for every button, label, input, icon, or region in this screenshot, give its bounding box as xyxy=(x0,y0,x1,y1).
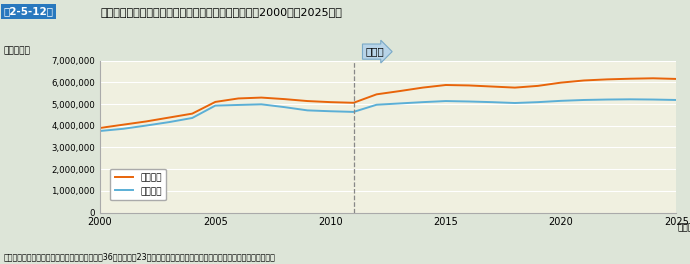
搬送人員 xyxy=(442,100,450,103)
搬送人員 xyxy=(326,110,335,113)
搬送人員 xyxy=(395,102,404,105)
出動件数 xyxy=(534,84,542,87)
Text: 第2-5-12図: 第2-5-12図 xyxy=(3,7,53,17)
出動件数 xyxy=(373,93,381,96)
Text: 推計値: 推計値 xyxy=(365,47,384,56)
出動件数 xyxy=(119,123,127,126)
搬送人員 xyxy=(534,101,542,104)
搬送人員 xyxy=(488,101,496,104)
出動件数 xyxy=(188,112,197,115)
出動件数 xyxy=(257,96,266,99)
出動件数 xyxy=(649,77,658,80)
出動件数 xyxy=(442,83,450,87)
搬送人員 xyxy=(257,103,266,106)
搬送人員 xyxy=(373,103,381,106)
Line: 搬送人員: 搬送人員 xyxy=(100,99,676,131)
出動件数 xyxy=(488,85,496,88)
Line: 出動件数: 出動件数 xyxy=(100,78,676,128)
搬送人員 xyxy=(511,101,519,105)
搬送人員 xyxy=(672,98,680,102)
搬送人員 xyxy=(142,124,150,127)
出動件数 xyxy=(349,101,357,104)
出動件数 xyxy=(142,120,150,123)
出動件数 xyxy=(580,79,588,82)
搬送人員 xyxy=(580,98,588,102)
搬送人員 xyxy=(119,127,127,130)
出動件数 xyxy=(419,86,427,89)
Legend: 出動件数, 搬送人員: 出動件数, 搬送人員 xyxy=(110,169,166,200)
出動件数 xyxy=(326,101,335,104)
出動件数 xyxy=(603,78,611,81)
Text: （備考）　将来予測の検討に当たっては、昭和36年から平成23年の救急出動件数及び搬送人員数に関する実績値を用いた。: （備考） 将来予測の検討に当たっては、昭和36年から平成23年の救急出動件数及び… xyxy=(3,252,275,261)
Text: （件・人）: （件・人） xyxy=(3,46,30,55)
搬送人員 xyxy=(234,103,242,107)
搬送人員 xyxy=(419,101,427,104)
Text: 救急出動件数・救急搬送人員の推移とその将来推移（2000年〜2025年）: 救急出動件数・救急搬送人員の推移とその将来推移（2000年〜2025年） xyxy=(100,7,342,17)
出動件数 xyxy=(304,100,312,103)
出動件数 xyxy=(280,97,288,101)
搬送人員 xyxy=(211,104,219,107)
出動件数 xyxy=(626,77,634,80)
Text: （年）: （年） xyxy=(678,223,690,232)
搬送人員 xyxy=(188,116,197,120)
出動件数 xyxy=(672,77,680,81)
出動件数 xyxy=(395,89,404,93)
搬送人員 xyxy=(165,120,173,124)
出動件数 xyxy=(234,97,242,100)
出動件数 xyxy=(511,86,519,89)
出動件数 xyxy=(96,126,104,130)
搬送人員 xyxy=(349,110,357,114)
出動件数 xyxy=(211,100,219,103)
出動件数 xyxy=(165,116,173,119)
搬送人員 xyxy=(280,106,288,109)
出動件数 xyxy=(557,81,565,84)
搬送人員 xyxy=(464,100,473,103)
搬送人員 xyxy=(603,98,611,101)
搬送人員 xyxy=(626,98,634,101)
搬送人員 xyxy=(96,129,104,133)
搬送人員 xyxy=(304,109,312,112)
搬送人員 xyxy=(557,99,565,102)
出動件数 xyxy=(464,84,473,87)
搬送人員 xyxy=(649,98,658,101)
